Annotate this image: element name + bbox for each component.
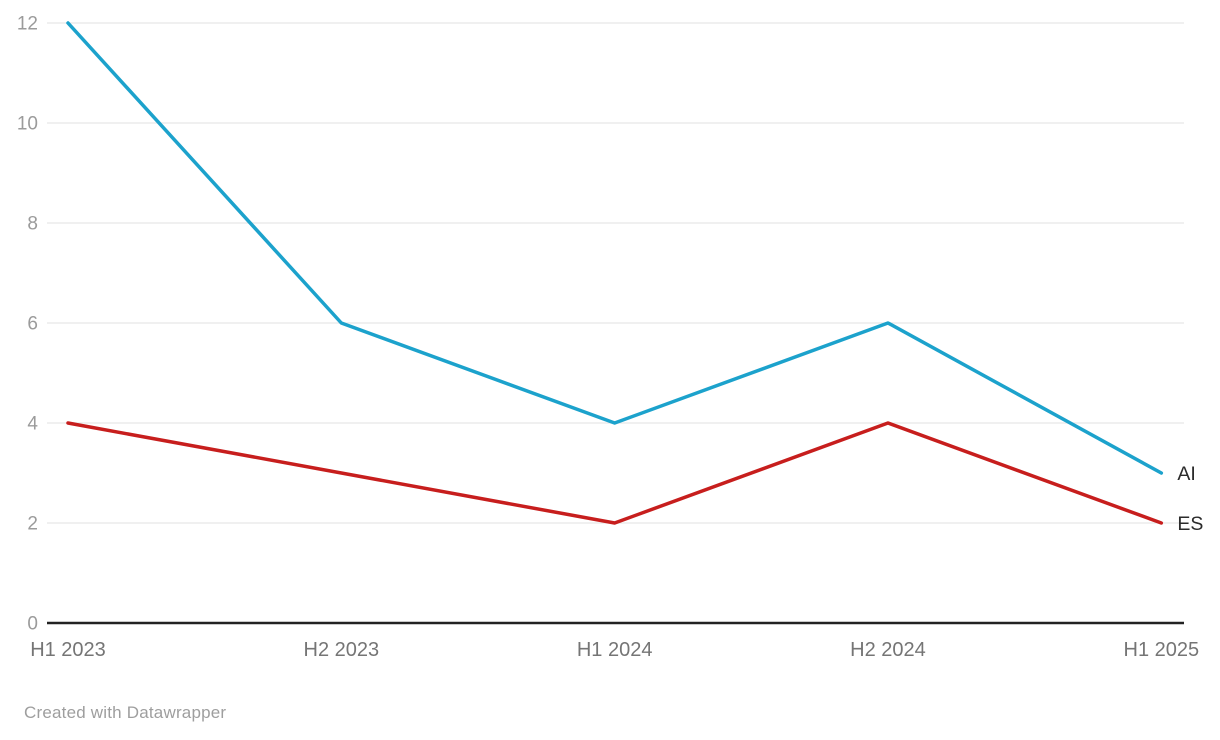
x-axis-tick-label: H1 2023 [30,639,106,661]
series-end-label-ES: ES [1177,513,1203,535]
datawrapper-credit-link[interactable]: Created with Datawrapper [24,703,227,722]
y-axis-tick-label: 2 [27,514,38,535]
y-axis-tick-label: 8 [27,214,38,235]
series-end-label-AI: AI [1177,463,1195,485]
y-axis-tick-label: 4 [27,414,38,435]
series-line-AI [66,21,1164,475]
y-axis-tick-label: 6 [27,314,38,335]
series-line-ES [66,421,1164,525]
x-axis-tick-label: H1 2025 [1124,639,1200,661]
x-axis-tick-label: H2 2023 [304,639,380,661]
y-axis-tick-label: 0 [27,614,38,635]
x-axis-tick-label: H2 2024 [850,639,926,661]
y-axis-tick-label: 12 [17,14,38,35]
x-axis-tick-label: H1 2024 [577,639,653,661]
y-axis-tick-label: 10 [17,114,38,135]
